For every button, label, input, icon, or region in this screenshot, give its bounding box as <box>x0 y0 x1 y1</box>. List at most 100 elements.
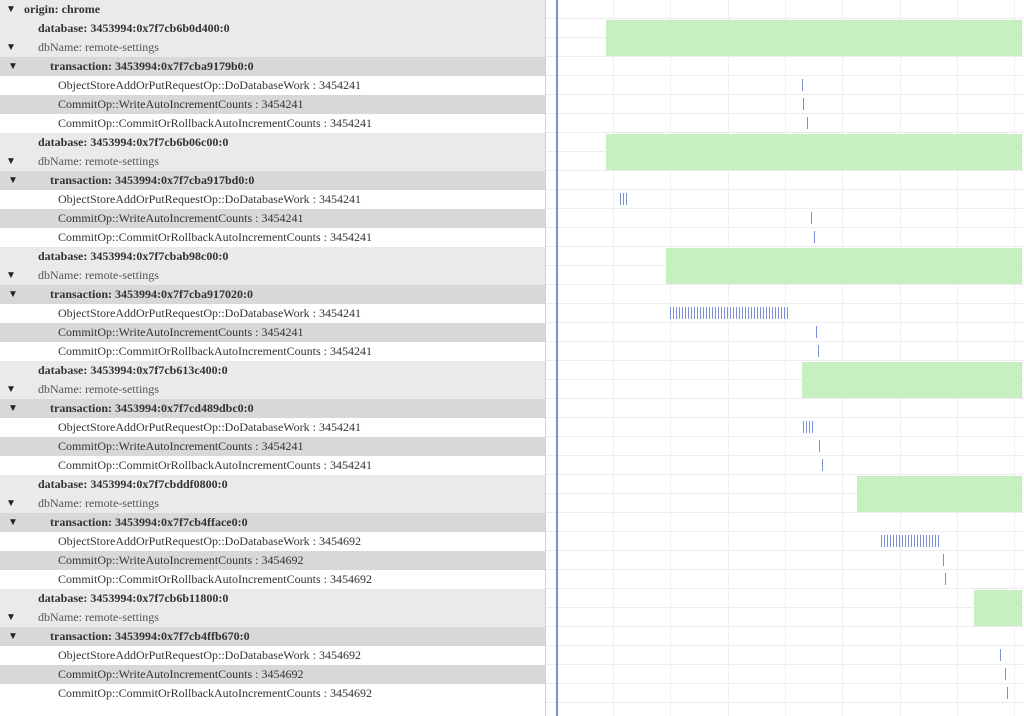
operation-row: ObjectStoreAddOrPutRequestOp::DoDatabase… <box>0 532 545 551</box>
chevron-down-icon[interactable]: ▼ <box>6 57 20 76</box>
dbname-row-label: dbName: remote-settings <box>38 382 159 396</box>
transaction-row[interactable]: ▼transaction: 3453994:0x7f7cba9179b0:0 <box>0 57 545 76</box>
event-tick[interactable] <box>816 326 817 338</box>
event-tick[interactable] <box>945 573 946 585</box>
profiler-view: ▼ origin: chrome database: 3453994:0x7f7… <box>0 0 1024 716</box>
database-row-label: database: 3453994:0x7f7cb6b0d400:0 <box>38 21 230 35</box>
operation-row-label: ObjectStoreAddOrPutRequestOp::DoDatabase… <box>58 534 361 548</box>
transaction-row[interactable]: ▼ transaction: 3453994:0x7f7cb4ffb670:0 <box>0 627 545 646</box>
event-ticks[interactable] <box>670 307 790 319</box>
event-tick[interactable] <box>822 459 823 471</box>
operation-row: ObjectStoreAddOrPutRequestOp::DoDatabase… <box>0 646 545 665</box>
operation-row: CommitOp::CommitOrRollbackAutoIncrementC… <box>0 456 545 475</box>
event-tick[interactable] <box>803 98 804 110</box>
database-row-label: database: 3453994:0x7f7cb6b11800:0 <box>38 591 228 605</box>
timeline-row <box>546 513 1024 532</box>
event-tick[interactable] <box>802 79 803 91</box>
dbname-row-label: dbName: remote-settings <box>38 40 159 54</box>
chevron-down-icon[interactable]: ▼ <box>4 494 18 513</box>
operation-row: CommitOp::CommitOrRollbackAutoIncrementC… <box>0 342 545 361</box>
operation-row: CommitOp::CommitOrRollbackAutoIncrementC… <box>0 684 545 703</box>
operation-row: ObjectStoreAddOrPutRequestOp::DoDatabase… <box>0 418 545 437</box>
dbname-row-label: dbName: remote-settings <box>38 154 159 168</box>
operation-row-label: CommitOp::CommitOrRollbackAutoIncrementC… <box>58 458 372 472</box>
operation-row: CommitOp::WriteAutoIncrementCounts : 345… <box>0 209 545 228</box>
chevron-down-icon[interactable]: ▼ <box>4 152 18 171</box>
timeline-row <box>546 456 1024 475</box>
transaction-row[interactable]: ▼transaction: 3453994:0x7f7cba917bd0:0 <box>0 171 545 190</box>
timeline-panel[interactable] <box>545 0 1024 716</box>
operation-row: CommitOp::WriteAutoIncrementCounts : 345… <box>0 551 545 570</box>
timeline-row <box>546 133 1024 152</box>
dbname-row[interactable]: ▼dbName: remote-settings <box>0 494 545 513</box>
operation-row: CommitOp::CommitOrRollbackAutoIncrementC… <box>0 114 545 133</box>
operation-row-label: CommitOp::WriteAutoIncrementCounts : 345… <box>58 439 304 453</box>
timeline-row <box>546 437 1024 456</box>
event-tick[interactable] <box>807 117 808 129</box>
timeline-row <box>546 114 1024 133</box>
label-panel: ▼ origin: chrome database: 3453994:0x7f7… <box>0 0 545 716</box>
timeline-row <box>546 323 1024 342</box>
chevron-down-icon[interactable]: ▼ <box>6 285 20 304</box>
event-tick[interactable] <box>814 231 815 243</box>
current-time-line <box>556 0 558 716</box>
dbname-row[interactable]: ▼ dbName: remote-settings <box>0 38 545 57</box>
dbname-row[interactable]: ▼ dbName: remote-settings <box>0 266 545 285</box>
operation-row-label: CommitOp::WriteAutoIncrementCounts : 345… <box>58 667 304 681</box>
dbname-row[interactable]: ▼dbName: remote-settings <box>0 608 545 627</box>
event-tick[interactable] <box>1005 668 1006 680</box>
transaction-row[interactable]: ▼transaction: 3453994:0x7f7cb4fface0:0 <box>0 513 545 532</box>
timeline-row <box>546 380 1024 399</box>
operation-row-label: CommitOp::WriteAutoIncrementCounts : 345… <box>58 211 304 225</box>
operation-row: CommitOp::WriteAutoIncrementCounts : 345… <box>0 437 545 456</box>
database-row: database: 3453994:0x7f7cb6b0d400:0 <box>0 19 545 38</box>
database-row: database: 3453994:0x7f7cbddf0800:0 <box>0 475 545 494</box>
dbname-row-label: dbName: remote-settings <box>38 268 159 282</box>
chevron-down-icon[interactable]: ▼ <box>4 608 18 627</box>
operation-row-label: CommitOp::WriteAutoIncrementCounts : 345… <box>58 553 304 567</box>
timeline-row <box>546 76 1024 95</box>
timeline-row <box>546 266 1024 285</box>
operation-row-label: CommitOp::WriteAutoIncrementCounts : 345… <box>58 325 304 339</box>
dbname-row[interactable]: ▼ dbName: remote-settings <box>0 152 545 171</box>
chevron-down-icon[interactable]: ▼ <box>6 399 20 418</box>
event-ticks[interactable] <box>803 421 815 433</box>
timeline-row <box>546 171 1024 190</box>
origin-row[interactable]: ▼ origin: chrome <box>0 0 545 19</box>
chevron-down-icon[interactable]: ▼ <box>6 513 20 532</box>
chevron-down-icon[interactable]: ▼ <box>6 171 20 190</box>
origin-label: origin: chrome <box>24 2 100 16</box>
event-tick[interactable] <box>943 554 944 566</box>
event-tick[interactable] <box>1007 687 1008 699</box>
operation-row: ObjectStoreAddOrPutRequestOp::DoDatabase… <box>0 76 545 95</box>
timeline-row <box>546 247 1024 266</box>
event-tick[interactable] <box>811 212 812 224</box>
database-row-label: database: 3453994:0x7f7cbddf0800:0 <box>38 477 228 491</box>
chevron-down-icon[interactable]: ▼ <box>6 627 20 646</box>
event-tick[interactable] <box>819 440 820 452</box>
transaction-row[interactable]: ▼transaction: 3453994:0x7f7cd489dbc0:0 <box>0 399 545 418</box>
timeline-row <box>546 399 1024 418</box>
operation-row-label: CommitOp::CommitOrRollbackAutoIncrementC… <box>58 230 372 244</box>
database-row: database: 3453994:0x7f7cb6b11800:0 <box>0 589 545 608</box>
timeline-row <box>546 475 1024 494</box>
timeline-row <box>546 608 1024 627</box>
transaction-row[interactable]: ▼transaction: 3453994:0x7f7cba917020:0 <box>0 285 545 304</box>
event-ticks[interactable] <box>620 193 629 205</box>
timeline-row <box>546 551 1024 570</box>
chevron-down-icon[interactable]: ▼ <box>4 380 18 399</box>
chevron-down-icon[interactable]: ▼ <box>4 0 18 19</box>
timeline-row <box>546 304 1024 323</box>
event-ticks[interactable] <box>881 535 941 547</box>
chevron-down-icon[interactable]: ▼ <box>4 266 18 285</box>
transaction-row-label: transaction: 3453994:0x7f7cb4ffb670:0 <box>50 629 250 643</box>
timeline-row <box>546 228 1024 247</box>
event-tick[interactable] <box>818 345 819 357</box>
dbname-row[interactable]: ▼ dbName: remote-settings <box>0 380 545 399</box>
database-row: database: 3453994:0x7f7cb613c400:0 <box>0 361 545 380</box>
operation-row: ObjectStoreAddOrPutRequestOp::DoDatabase… <box>0 304 545 323</box>
chevron-down-icon[interactable]: ▼ <box>4 38 18 57</box>
event-tick[interactable] <box>1000 649 1001 661</box>
operation-row: CommitOp::WriteAutoIncrementCounts : 345… <box>0 665 545 684</box>
operation-row: ObjectStoreAddOrPutRequestOp::DoDatabase… <box>0 190 545 209</box>
